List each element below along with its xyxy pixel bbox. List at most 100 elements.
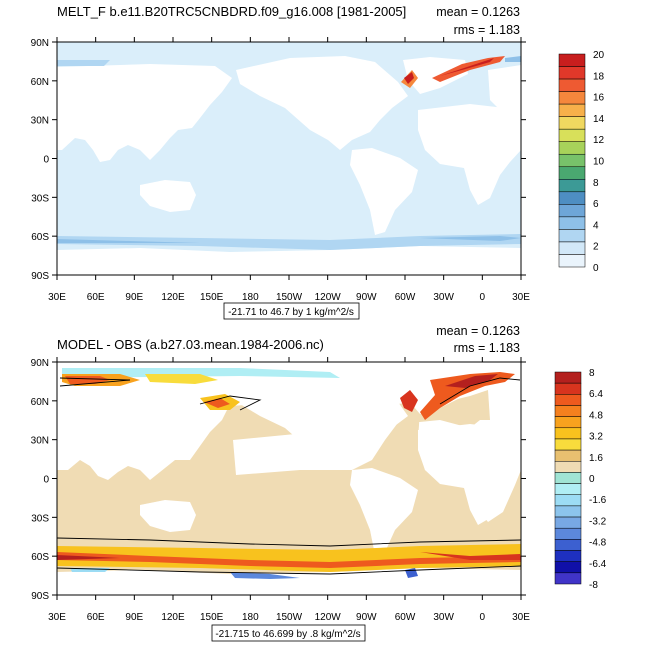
colorbar-label: 2: [593, 242, 599, 253]
lon-tick-label: 120E: [161, 612, 185, 623]
colorbar-swatch: [558, 128, 586, 142]
colorbar-swatch: [554, 494, 582, 507]
colorbar-swatch: [558, 204, 586, 218]
panel-melt-flux: MELT_F b.e11.B20TRC5CNBDRD.f09_g16.008 […: [31, 4, 605, 320]
range-label-box: -21.715 to 46.699 by .8 kg/m^2/s: [211, 624, 366, 642]
lat-tick-label: 90N: [31, 358, 49, 369]
colorbar-label: -1.6: [589, 495, 607, 506]
colorbar-swatch: [554, 572, 582, 585]
colorbar-label: 0: [593, 263, 599, 274]
land-south-america: [350, 148, 418, 235]
mean-stat: mean = 0.1263: [436, 324, 520, 338]
colorbar-label: 20: [593, 50, 605, 61]
land-australia: [140, 500, 196, 532]
colorbar-swatch: [558, 116, 586, 130]
colorbar-swatch: [558, 53, 586, 67]
colorbar-swatch: [558, 179, 586, 193]
land-north-america: [236, 56, 408, 150]
lon-tick-label: 60E: [87, 612, 105, 623]
colorbar-swatch: [558, 191, 586, 205]
southern-ocean-bias: [57, 544, 521, 579]
panel-model-minus-obs: MODEL - OBS (a.b27.03.mean.1984-2006.nc)…: [31, 324, 607, 642]
land-masses: [57, 377, 521, 595]
mean-stat: mean = 0.1263: [436, 5, 520, 19]
range-label: -21.71 to 46.7 by 1 kg/m^2/s: [228, 307, 354, 318]
land-africa: [418, 424, 521, 525]
lon-tick-label: 150W: [276, 612, 303, 623]
land-eurasia: [57, 64, 232, 162]
land-greenland: [403, 57, 468, 94]
lon-tick-label: 120W: [315, 292, 342, 303]
colorbar-swatch: [558, 78, 586, 92]
colorbar-label: 1.6: [589, 453, 603, 464]
colorbar-swatch: [558, 103, 586, 117]
colorbar-swatch: [554, 427, 582, 440]
lon-tick-label: 120W: [315, 612, 342, 623]
latitude-axis: 90N 60N 30N 0 30S 60S 90S: [31, 38, 526, 282]
arctic-bias: [62, 368, 515, 420]
colorbar-swatch: [554, 449, 582, 462]
lon-tick-label: 60E: [87, 292, 105, 303]
lon-tick-label: 180: [242, 612, 259, 623]
colorbar-swatch: [558, 153, 586, 168]
colorbar-swatch: [558, 66, 586, 80]
map-plot-area: [56, 361, 522, 596]
lon-tick-label: 30W: [433, 612, 454, 623]
colorbar-label: 12: [593, 135, 605, 146]
lat-tick-label: 60N: [31, 77, 49, 88]
lon-tick-label: 60W: [395, 292, 416, 303]
lon-tick-label: 30E: [512, 292, 530, 303]
colorbar-swatch: [558, 254, 586, 268]
lat-tick-label: 60S: [31, 552, 49, 563]
lat-tick-label: 30S: [31, 513, 49, 524]
colorbar-swatch: [554, 472, 582, 484]
colorbar-label: -3.2: [589, 516, 607, 527]
lat-tick-label: 90S: [31, 271, 49, 282]
land-masses: [57, 56, 521, 275]
colorbar-label: 16: [593, 93, 605, 104]
panel-title: MELT_F b.e11.B20TRC5CNBDRD.f09_g16.008 […: [57, 4, 406, 19]
colorbar-label: 6: [593, 199, 599, 210]
land-south-america: [350, 468, 418, 555]
colorbar-swatch: [558, 166, 586, 180]
lon-tick-label: 0: [480, 292, 486, 303]
colorbar-label: 0: [589, 474, 595, 485]
lat-tick-label: 30N: [31, 116, 49, 127]
colorbar-swatch: [554, 516, 582, 529]
colorbar-swatch: [558, 229, 586, 243]
lon-tick-label: 60W: [395, 612, 416, 623]
lon-tick-label: 150W: [276, 292, 303, 303]
lat-tick-label: 30S: [31, 193, 49, 204]
lat-tick-label: 90S: [31, 591, 49, 602]
lon-tick-label: 90E: [125, 612, 143, 623]
colorbar-swatch: [554, 461, 582, 473]
colorbar-swatch: [554, 539, 582, 551]
colorbar-swatch: [554, 382, 582, 395]
colorbar-label: 10: [593, 157, 605, 168]
lon-tick-label: 30E: [512, 612, 530, 623]
colorbar-swatch: [558, 241, 586, 255]
colorbar-swatch: [558, 91, 586, 105]
colorbar-swatch: [554, 505, 582, 518]
range-label: -21.715 to 46.699 by .8 kg/m^2/s: [215, 629, 360, 640]
longitude-axis: 30E 60E 90E 120E 150E 180 150W 120W 90W 60W 30W 0 30…: [48, 357, 530, 623]
colorbar-label: -4.8: [589, 538, 607, 549]
melt-hotspots: [57, 56, 521, 250]
lon-tick-label: 30E: [48, 612, 66, 623]
colorbar-label: 4.8: [589, 410, 603, 421]
lon-tick-label: 150E: [200, 612, 224, 623]
panel-title: MODEL - OBS (a.b27.03.mean.1984-2006.nc): [57, 337, 324, 352]
colorbar-label: -6.4: [589, 559, 607, 570]
colorbar-swatch: [558, 216, 586, 230]
colorbar-label: 3.2: [589, 432, 603, 443]
colorbar-label: 18: [593, 71, 605, 82]
colorbar-swatch: [554, 527, 582, 540]
colorbar-swatch: [554, 483, 582, 495]
land-australia: [140, 180, 196, 212]
colorbar-swatch: [554, 561, 582, 574]
colorbar-swatch: [558, 141, 586, 155]
land-eurasia: [57, 388, 232, 480]
lat-tick-label: 90N: [31, 38, 49, 49]
longitude-axis: 30E 60E 90E 120E 150E 180 150W 120W 90W 60W 30W 0 30…: [48, 37, 530, 303]
